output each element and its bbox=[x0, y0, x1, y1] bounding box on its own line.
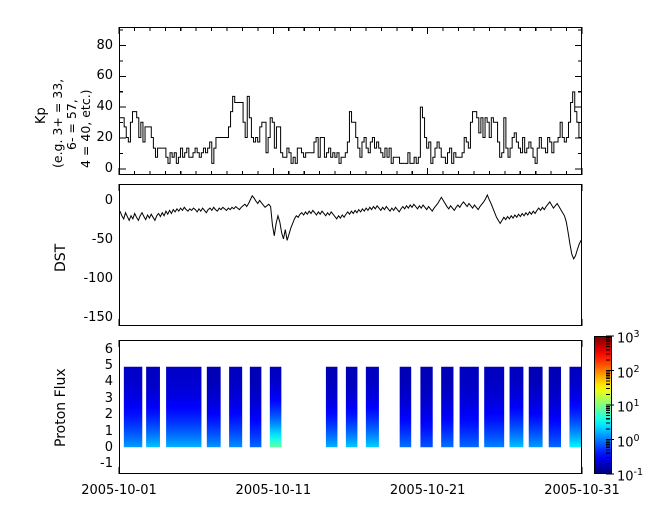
colorbar-tickmarks bbox=[606, 335, 614, 475]
kp-plot-panel bbox=[119, 27, 582, 175]
dst-plot-panel bbox=[119, 184, 582, 326]
proton-flux-plot-panel bbox=[119, 340, 582, 474]
colorbar-tick-label: 103 bbox=[617, 329, 640, 347]
dst-ylabel: DST bbox=[53, 243, 69, 272]
kp-ylabel-line4: 4 = 40, etc.) bbox=[78, 89, 93, 168]
y-tick-label: 3 bbox=[104, 390, 113, 406]
proton-flux-bars bbox=[123, 366, 581, 448]
y-tick-label: 80 bbox=[96, 37, 113, 53]
y-tick-label: 6 bbox=[104, 341, 113, 357]
y-tick-label: 20 bbox=[96, 130, 113, 145]
y-tick-label: 0 bbox=[104, 160, 113, 176]
y-tick-label: -100 bbox=[83, 271, 113, 287]
x-tick-label: 2005-10-31 bbox=[544, 483, 620, 498]
y-tick-label: 1 bbox=[104, 423, 113, 439]
colorbar-tick-label: 100 bbox=[617, 432, 640, 450]
x-tick-label: 2005-10-01 bbox=[81, 483, 157, 498]
y-tick-label: 2 bbox=[104, 407, 113, 423]
dst-data-trace bbox=[120, 185, 581, 325]
colorbar-tick-label: 10-1 bbox=[617, 467, 644, 485]
colorbar-tick-label: 102 bbox=[617, 363, 640, 381]
y-tick-label: -1 bbox=[100, 456, 113, 472]
kp-data-trace bbox=[120, 28, 581, 174]
y-tick-label: -150 bbox=[83, 310, 113, 326]
y-tick-label: 60 bbox=[96, 68, 113, 84]
y-tick-label: 40 bbox=[96, 99, 113, 115]
y-tick-label: 5 bbox=[104, 358, 113, 374]
y-tick-label: 0 bbox=[104, 193, 113, 209]
proton-flux-ylabel: Proton Flux bbox=[53, 368, 69, 447]
kp-ylabel-line1: Kp bbox=[34, 107, 49, 124]
y-tick-label: -50 bbox=[91, 232, 113, 248]
kp-ylabel-line2: (e.g. 3+ = 33, bbox=[50, 78, 65, 168]
x-tick-label: 2005-10-11 bbox=[235, 483, 312, 498]
y-tick-label: 4 bbox=[104, 374, 113, 390]
colorbar-tick-label: 101 bbox=[617, 398, 640, 416]
x-tick-label: 2005-10-21 bbox=[389, 483, 466, 498]
kp-ylabel-line3: 6- = 57, bbox=[64, 99, 79, 150]
y-tick-label: 0 bbox=[104, 439, 113, 455]
